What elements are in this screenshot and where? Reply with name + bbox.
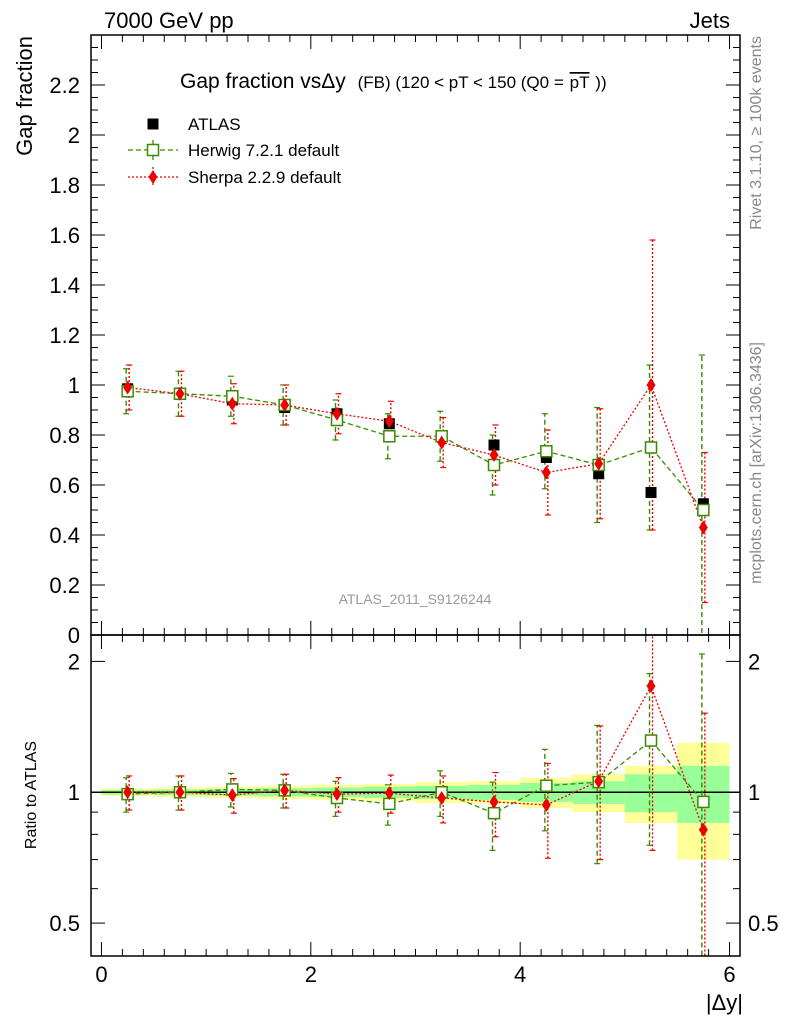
sherpa-data-point bbox=[280, 398, 290, 412]
ratio-tick-label-right: 0.5 bbox=[748, 911, 779, 936]
herwig-data-point bbox=[383, 430, 396, 443]
header-left: 7000 GeV pp bbox=[104, 8, 234, 33]
sherpa-data-point bbox=[698, 520, 708, 535]
legend: ATLAS Herwig 7.2.1 default Sherpa 2.2.9 de… bbox=[128, 115, 341, 187]
sherpa-data-point bbox=[489, 448, 499, 462]
y-tick-label: 1.8 bbox=[49, 173, 80, 198]
y-tick-label: 0.8 bbox=[49, 423, 80, 448]
axis-ticks bbox=[91, 34, 740, 956]
mcplots-side-label: mcplots.cern.ch [arXiv:1306.3436] bbox=[748, 342, 765, 584]
sherpa-data-point bbox=[384, 414, 394, 429]
sherpa-ratio-point bbox=[384, 786, 394, 801]
herwig-ratio-point bbox=[644, 734, 658, 747]
sherpa-data-point bbox=[227, 396, 237, 411]
atlas-data-point bbox=[593, 468, 605, 480]
herwig-data-point bbox=[540, 445, 553, 458]
header-right: Jets bbox=[690, 8, 730, 33]
ratio-tick-label-right: 1 bbox=[748, 780, 760, 805]
ratio-tick-label: 2 bbox=[68, 649, 80, 674]
sherpa-data-point bbox=[646, 378, 656, 392]
ratio-series-line bbox=[127, 739, 704, 814]
sherpa-ratio-point bbox=[175, 785, 185, 800]
main-series-line bbox=[127, 383, 704, 528]
ratio-series-layer bbox=[121, 635, 710, 956]
ratio-tick-label: 1 bbox=[68, 780, 80, 805]
sherpa-data-point bbox=[594, 456, 604, 471]
x-tick-label: 6 bbox=[723, 962, 735, 987]
axis-tick-labels: 0 2 4 600.20.40.60.811.21.41.61.822.20.5 0.5… bbox=[49, 73, 778, 987]
sherpa-ratio-point bbox=[123, 785, 133, 800]
y-tick-label: 2 bbox=[68, 123, 80, 148]
sherpa-data-point bbox=[332, 406, 342, 421]
herwig-data-point bbox=[644, 441, 658, 454]
sherpa-ratio-point bbox=[489, 794, 499, 809]
y-tick-label: 1.2 bbox=[49, 323, 80, 348]
band-stat bbox=[624, 774, 678, 813]
sherpa-ratio-point bbox=[541, 797, 551, 812]
y-tick-label: 0 bbox=[68, 623, 80, 648]
ratio-tick-label-right: 2 bbox=[748, 649, 760, 674]
sherpa-data-point bbox=[123, 380, 133, 395]
sherpa-ratio-point bbox=[646, 679, 656, 694]
y-tick-label: 1 bbox=[68, 373, 80, 398]
ratio-uncertainty-bands bbox=[101, 742, 730, 860]
watermark: ATLAS_2011_S9126244 bbox=[339, 591, 492, 607]
y-tick-label: 2.2 bbox=[49, 73, 80, 98]
legend-label: Sherpa 2.2.9 default bbox=[188, 168, 341, 187]
ratio-series-line bbox=[127, 684, 704, 830]
main-series-line bbox=[127, 390, 704, 511]
sherpa-ratio-point bbox=[698, 822, 708, 837]
herwig-ratio-point bbox=[697, 795, 710, 809]
band-stat bbox=[677, 765, 730, 823]
ratio-tick-label: 0.5 bbox=[49, 911, 80, 936]
herwig-ratio-point bbox=[487, 806, 501, 820]
rivet-side-label: Rivet 3.1.10, ≥ 100k events bbox=[748, 36, 765, 230]
y-tick-label: 1.6 bbox=[49, 223, 80, 248]
y-axis-label: Gap fraction bbox=[12, 36, 37, 156]
y-tick-label: 1.4 bbox=[49, 273, 80, 298]
x-tick-label: 4 bbox=[514, 962, 526, 987]
y-tick-label: 0.6 bbox=[49, 473, 80, 498]
y-tick-label: 0.2 bbox=[49, 573, 80, 598]
sherpa-data-point bbox=[541, 465, 551, 480]
y-tick-label: 0.4 bbox=[49, 523, 80, 548]
herwig-ratio-point bbox=[540, 779, 553, 792]
x-tick-label: 0 bbox=[95, 962, 107, 987]
title-close: )) bbox=[595, 73, 606, 92]
legend-marker bbox=[148, 170, 158, 184]
atlas-data-point bbox=[645, 487, 657, 498]
sherpa-ratio-point bbox=[437, 790, 447, 805]
herwig-data-point bbox=[697, 503, 710, 517]
legend-marker bbox=[146, 143, 160, 157]
legend-label: Herwig 7.2.1 default bbox=[188, 141, 339, 160]
legend-marker bbox=[147, 118, 159, 130]
sherpa-data-point bbox=[175, 386, 185, 401]
title-pt: pT bbox=[570, 73, 590, 92]
sherpa-ratio-point bbox=[332, 787, 342, 802]
atlas-data-point bbox=[488, 439, 500, 451]
sherpa-ratio-point bbox=[594, 774, 604, 789]
chart-title: Gap fraction vsΔy (FB) (120 < pT < 150 (… bbox=[180, 70, 607, 93]
sherpa-data-point bbox=[437, 435, 447, 450]
main-series-layer bbox=[121, 239, 710, 635]
title-sub: (FB) (120 < pT < 150 (Q0 = bbox=[358, 73, 564, 92]
legend-label: ATLAS bbox=[188, 115, 241, 134]
title-main: Gap fraction vsΔy bbox=[180, 70, 346, 93]
x-tick-label: 2 bbox=[305, 962, 317, 987]
ratio-y-axis-label: Ratio to ATLAS bbox=[23, 741, 40, 849]
x-axis-label: |Δy| bbox=[706, 990, 743, 1015]
sherpa-ratio-point bbox=[227, 788, 237, 803]
sherpa-ratio-point bbox=[280, 783, 290, 798]
